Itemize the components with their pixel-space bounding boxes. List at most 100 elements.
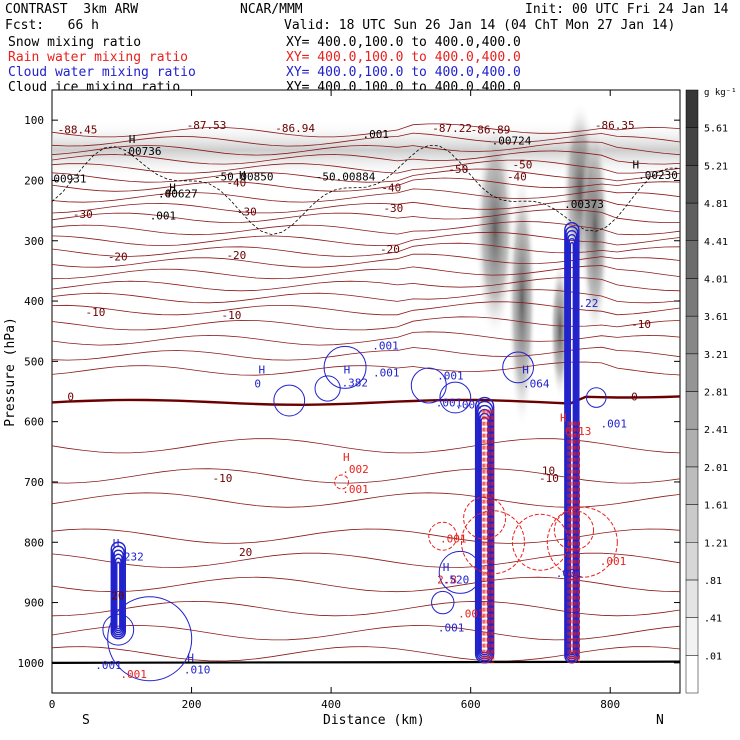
- maximum-label: .001: [458, 608, 485, 621]
- y-axis-title: Pressure (hPa): [2, 317, 18, 427]
- colorbar-segment: [685, 127, 699, 166]
- x-tick-label: 400: [321, 698, 341, 711]
- cloud-water-contour: [585, 387, 607, 408]
- contour-label: 0: [67, 391, 74, 404]
- cloud-water-contour: [116, 561, 121, 630]
- colorbar-segment: [685, 655, 699, 694]
- cloud-water-contour: [111, 545, 125, 638]
- contour-label: -20: [380, 243, 400, 256]
- y-tick-label: 300: [24, 235, 44, 248]
- maximum-label: .001: [600, 555, 627, 568]
- field-label-rain: Rain water mixing ratio: [8, 50, 189, 65]
- maximum-label: .382: [342, 377, 369, 390]
- colorbar-label: .41: [704, 614, 722, 625]
- maximum-label: H: [522, 363, 529, 376]
- maximum-label: .00736: [122, 145, 162, 158]
- maximum-label: 0: [254, 377, 261, 390]
- contour-label: -40: [381, 181, 401, 194]
- colorbar-segment: [685, 353, 699, 392]
- colorbar-label: 3.21: [704, 350, 728, 361]
- mixing-ratio-contours: [102, 221, 618, 682]
- contour-label: -30: [383, 202, 403, 215]
- colorbar-segment: [685, 579, 699, 618]
- cloud-ice-contour: [52, 144, 680, 236]
- rain-water-contour: [553, 510, 595, 551]
- y-tick-label: 800: [24, 536, 44, 549]
- contour-label: -50: [513, 158, 533, 171]
- temperature-contour: [52, 209, 680, 224]
- maximum-label: 00931: [53, 172, 86, 185]
- temperature-contour: [52, 159, 680, 174]
- y-tick-label: 700: [24, 476, 44, 489]
- maximum-label: 2.8: [437, 573, 457, 586]
- x-axis-title: Distance (km): [323, 713, 425, 728]
- contour-label: -10: [85, 306, 105, 319]
- y-tick-label: 400: [24, 295, 44, 308]
- contour-label: -87.22: [432, 122, 472, 135]
- x-tick-label: 200: [182, 698, 202, 711]
- colorbar-label: 4.81: [704, 199, 728, 210]
- temperature-contour: [52, 123, 680, 138]
- contour-label: 10: [542, 465, 555, 478]
- maximum-label: .00627: [158, 187, 198, 200]
- cloud-water-contour: [102, 613, 135, 646]
- temperature-contour: [52, 177, 680, 192]
- maximum-label: .00373: [564, 198, 604, 211]
- cloud-water-contour: [114, 557, 122, 632]
- cloud-water-contour: [314, 375, 341, 402]
- colorbar-segment: [685, 89, 699, 128]
- maximum-label: -50.00850: [214, 170, 274, 183]
- colorbar-segment: [685, 165, 699, 204]
- colorbar-label: 5.21: [704, 161, 728, 172]
- rain-water-contour: [428, 521, 458, 551]
- colorbar-label: 1.21: [704, 538, 728, 549]
- maximum-label: .001: [438, 621, 465, 634]
- rain-water-contour: [460, 510, 525, 575]
- contour-label: -10: [222, 309, 242, 322]
- maximum-label: .002: [342, 463, 369, 476]
- cloud-water-contour: [565, 225, 579, 662]
- maximum-label: .001: [455, 398, 482, 411]
- x-tick-label: 800: [600, 698, 620, 711]
- center-label: NCAR/MMM: [240, 2, 303, 17]
- colorbar-unit: g kg⁻¹: [704, 88, 737, 98]
- colorbar-segment: [685, 278, 699, 317]
- y-tick-label: 500: [24, 355, 44, 368]
- colorbar-label: 1.61: [704, 501, 728, 512]
- colorbar-segment: [685, 617, 699, 656]
- contour-label: -20: [108, 251, 128, 264]
- contour-label: -10: [631, 318, 651, 331]
- maximum-label: .001: [342, 483, 369, 496]
- maximum-label: H: [129, 133, 136, 146]
- cloud-water-contour: [107, 596, 193, 682]
- colorbar-label: .81: [704, 576, 722, 587]
- contour-label: 20: [239, 546, 252, 559]
- cloud-water-contour: [438, 550, 482, 594]
- cloud-water-contour: [110, 541, 126, 640]
- maximum-label: .001: [372, 339, 399, 352]
- cloud-water-contour: [112, 549, 124, 636]
- maximum-label: H: [633, 158, 640, 171]
- maximum-label: H: [113, 537, 120, 550]
- maximum-label: .001: [436, 397, 463, 410]
- colorbar-segment: [685, 240, 699, 279]
- y-tick-label: 1000: [18, 657, 45, 670]
- y-tick-label: 200: [24, 174, 44, 187]
- rain-water-contour: [334, 474, 350, 490]
- maximum-label: .001: [150, 210, 177, 223]
- maximum-label: .001: [363, 128, 390, 141]
- contour-label: -86.94: [275, 122, 315, 135]
- x-axis-south: S: [82, 713, 90, 728]
- temperature-contour: [52, 150, 680, 165]
- field-label-snow: Snow mixing ratio: [8, 35, 142, 50]
- temperature-contour: [52, 132, 680, 147]
- forecast-hour: Fcst: 66 h: [5, 18, 99, 33]
- colorbar-segment: [685, 466, 699, 505]
- colorbar-label: 2.41: [704, 425, 728, 436]
- maximum-label: H: [344, 363, 351, 376]
- maximum-label: 1.22: [572, 297, 599, 310]
- init-time: Init: 00 UTC Fri 24 Jan 14: [525, 2, 729, 17]
- maximum-label: H: [169, 181, 176, 194]
- cloud-water-contour: [273, 384, 306, 417]
- contour-label: -10: [212, 472, 232, 485]
